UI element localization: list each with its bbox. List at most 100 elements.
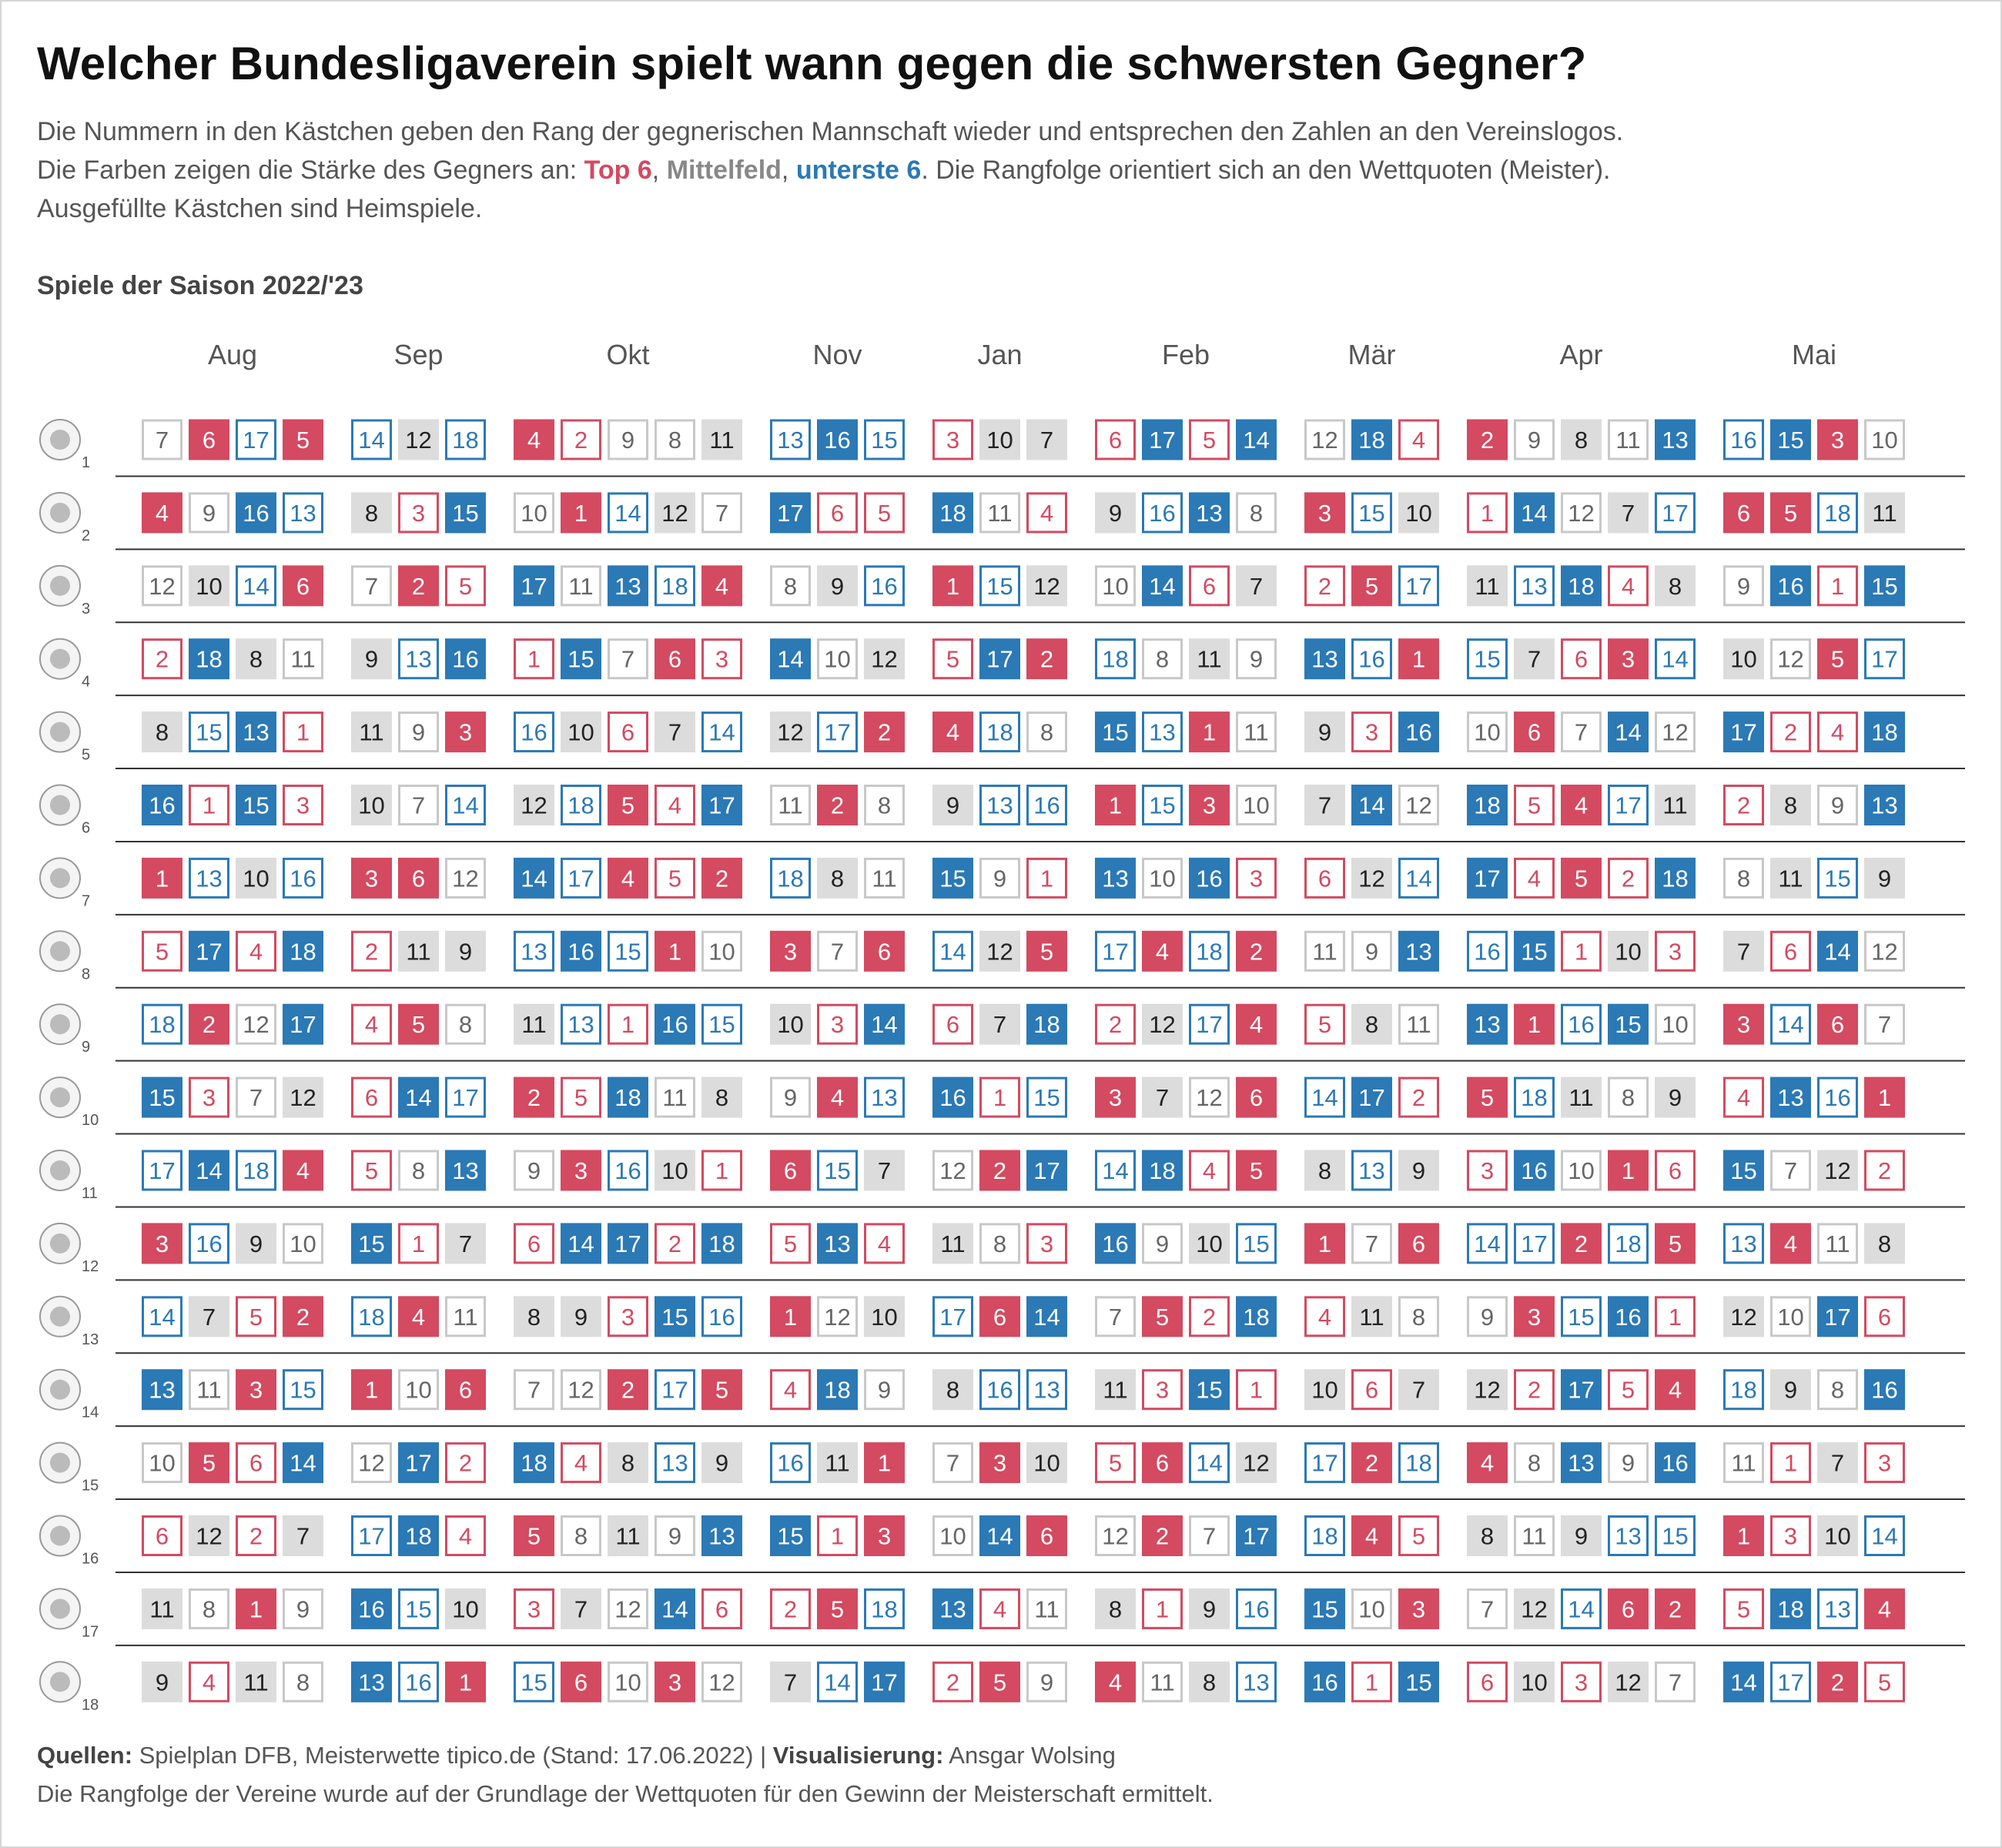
- home-game-cell: [1304, 711, 1345, 753]
- home-game-cell: [817, 1588, 858, 1629]
- opponent-rank: 5: [1412, 1523, 1425, 1550]
- home-game-cell: [561, 1223, 601, 1264]
- away-game-cell: [817, 711, 858, 753]
- home-game-cell: [1095, 711, 1136, 753]
- opponent-rank: 17: [196, 938, 222, 965]
- opponent-rank: 3: [1784, 1523, 1797, 1550]
- opponent-rank: 2: [621, 1377, 634, 1404]
- opponent-rank: 9: [1250, 646, 1263, 673]
- opponent-rank: 13: [149, 1377, 175, 1404]
- away-game-cell: [1236, 1588, 1277, 1629]
- opponent-rank: 3: [1318, 500, 1331, 527]
- opponent-rank: 16: [1196, 865, 1222, 892]
- home-game-cell: [351, 711, 392, 753]
- opponent-rank: 18: [1730, 1377, 1756, 1404]
- opponent-rank: 10: [777, 1011, 803, 1038]
- opponent-rank: 9: [1737, 573, 1750, 600]
- opponent-rank: 9: [1481, 1304, 1494, 1331]
- home-game-cell: [1817, 419, 1858, 460]
- logo-emblem: [50, 721, 70, 742]
- opponent-rank: 14: [1311, 1084, 1337, 1111]
- opponent-rank: 15: [1730, 1157, 1756, 1184]
- away-game-cell: [142, 930, 182, 972]
- home-game-cell: [236, 711, 276, 753]
- opponent-rank: 14: [1824, 938, 1850, 965]
- opponent-rank: 5: [412, 1011, 425, 1038]
- opponent-rank: 12: [290, 1084, 316, 1111]
- opponent-rank: 13: [777, 427, 803, 454]
- away-game-cell: [1095, 638, 1136, 680]
- away-game-cell: [236, 1003, 276, 1045]
- footer-note: Die Rangfolge der Vereine wurde auf der …: [37, 1780, 1214, 1807]
- opponent-rank: 8: [296, 1669, 310, 1696]
- away-game-cell: [561, 785, 601, 825]
- subtitle-separator: ,: [781, 156, 796, 185]
- opponent-rank: 4: [1669, 1377, 1682, 1404]
- home-game-cell: [608, 1223, 648, 1264]
- away-game-cell: [561, 419, 601, 460]
- home-game-cell: [608, 857, 648, 899]
- opponent-rank: 12: [661, 500, 688, 527]
- home-game-cell: [1864, 1076, 1905, 1118]
- opponent-rank: 15: [661, 1304, 688, 1331]
- opponent-rank: 15: [1568, 1304, 1594, 1331]
- home-game-cell: [1189, 638, 1230, 680]
- home-game-cell: [1351, 565, 1392, 607]
- opponent-rank: 2: [412, 573, 425, 600]
- opponent-rank: 11: [615, 1523, 640, 1550]
- opponent-rank: 16: [1521, 1157, 1547, 1184]
- away-game-cell: [979, 565, 1020, 607]
- opponent-rank: 1: [1831, 573, 1844, 600]
- away-game-cell: [283, 1369, 323, 1411]
- away-game-cell: [654, 1515, 695, 1556]
- home-game-cell: [561, 638, 601, 680]
- home-game-cell: [445, 492, 486, 534]
- opponent-rank: 14: [290, 1450, 316, 1477]
- team-rank-label: 15: [82, 1478, 99, 1495]
- opponent-rank: 2: [527, 1084, 541, 1111]
- opponent-rank: 9: [459, 938, 472, 965]
- opponent-rank: 6: [296, 573, 310, 600]
- opponent-rank: 9: [1412, 1157, 1425, 1184]
- home-game-cell: [817, 1442, 858, 1484]
- home-game-cell: [1398, 1150, 1439, 1191]
- opponent-rank: 9: [946, 792, 959, 819]
- opponent-rank: 4: [831, 1084, 844, 1111]
- home-game-cell: [979, 419, 1020, 460]
- opponent-rank: 3: [1412, 1595, 1425, 1622]
- home-game-cell: [864, 711, 905, 753]
- home-game-cell: [283, 1076, 323, 1118]
- away-game-cell: [1561, 1003, 1602, 1045]
- opponent-rank: 15: [1615, 1011, 1641, 1038]
- opponent-rank: 10: [708, 938, 735, 965]
- opponent-rank: 6: [1622, 1595, 1635, 1622]
- opponent-rank: 16: [777, 1450, 803, 1477]
- opponent-rank: 18: [521, 1450, 547, 1477]
- home-game-cell: [1770, 565, 1811, 607]
- opponent-rank: 3: [1528, 1304, 1541, 1331]
- away-game-cell: [701, 492, 742, 534]
- opponent-rank: 12: [824, 1304, 850, 1331]
- away-game-cell: [445, 857, 486, 899]
- opponent-rank: 7: [365, 573, 378, 600]
- away-game-cell: [1189, 1442, 1230, 1484]
- home-game-cell: [1467, 857, 1508, 899]
- opponent-rank: 12: [1311, 427, 1337, 454]
- away-game-cell: [1817, 711, 1858, 753]
- home-game-cell: [1817, 1661, 1858, 1702]
- home-game-cell: [1095, 1661, 1136, 1702]
- home-game-cell: [351, 1588, 392, 1629]
- opponent-rank: 2: [1575, 1230, 1588, 1257]
- opponent-rank: 6: [1203, 573, 1216, 600]
- away-game-cell: [142, 1515, 182, 1556]
- home-game-cell: [701, 1515, 742, 1556]
- home-game-cell: [1236, 419, 1277, 460]
- opponent-rank: 15: [777, 1523, 803, 1550]
- home-game-cell: [189, 638, 229, 680]
- opponent-rank: 6: [993, 1304, 1006, 1331]
- home-game-cell: [701, 857, 742, 899]
- opponent-rank: 14: [708, 719, 735, 746]
- opponent-rank: 3: [1831, 427, 1844, 454]
- opponent-rank: 3: [1203, 792, 1216, 819]
- away-game-cell: [189, 1223, 229, 1264]
